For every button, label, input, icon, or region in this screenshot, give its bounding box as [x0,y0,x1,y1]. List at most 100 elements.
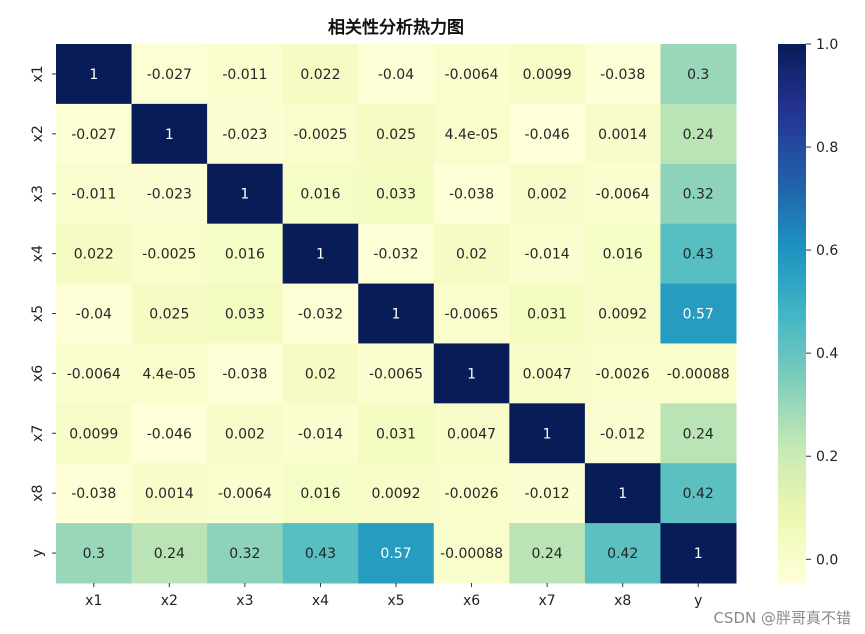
colorbar-segment [778,189,806,193]
cell-annotation: 0.42 [607,546,638,562]
colorbar-segment [778,453,806,457]
cell-annotation: 1 [618,486,627,502]
colorbar-segment [778,440,806,444]
cell-annotation: -0.0064 [596,187,650,203]
heatmap-cell [358,163,435,225]
colorbar-segment [778,211,806,215]
colorbar-segment [778,87,806,91]
cell-annotation: -0.038 [600,67,645,83]
colorbar-segment [778,141,806,145]
colorbar-segment [778,362,806,366]
cell-annotation: 0.57 [683,307,714,323]
heatmap-cell [509,283,586,344]
x-tick-label: x1 [85,593,102,609]
colorbar-segment [778,181,806,185]
cell-annotation: -0.023 [147,187,192,203]
cell-annotation: 0.016 [603,247,643,263]
cell-annotation: -0.00088 [440,546,503,562]
colorbar-segment [778,256,806,261]
colorbar-segment [778,194,806,199]
x-tick-label: x5 [387,593,404,609]
colorbar-segment [778,321,806,325]
y-axis-ticks: x1 x2 x3 x4 x5 x6 x7 x8 y [30,65,56,557]
cell-annotation: 0.016 [225,247,265,263]
cell-annotation: 0.24 [683,426,714,442]
colorbar-segment [778,316,806,320]
colorbar-segment [778,227,806,231]
cell-annotation: 0.0092 [598,307,647,323]
heatmap-cell [56,463,133,524]
x-axis-ticks: x1 x2 x3 x4 x5 x6 x7 x8 y [85,583,702,609]
colorbar-segment [778,340,806,344]
colorbar-segment [778,130,806,134]
cell-annotation: -0.014 [525,247,570,263]
colorbar-segment [778,415,806,420]
heatmap-cell [660,403,737,464]
heatmap-cell [660,44,737,105]
x-tick-label: x7 [539,593,556,609]
colorbar-segment [778,205,806,209]
watermark: CSDN @胖哥真不错 [713,609,851,627]
heatmap-cell [131,343,208,404]
colorbar-segment [778,44,806,48]
cell-annotation: -0.0064 [67,366,121,382]
colorbar-segment [778,512,806,517]
colorbar-segment [778,423,806,428]
colorbar-segment [778,574,806,579]
colorbar: 0.0 0.2 0.4 0.6 0.8 1.0 [778,37,838,584]
heatmap-cell [207,403,284,464]
colorbar-segment [778,157,806,161]
colorbar-segment [778,418,806,422]
colorbar-segment [778,469,806,474]
cell-annotation: 0.022 [300,67,340,83]
colorbar-segment [778,308,806,312]
heatmap-cell [584,463,661,524]
heatmap-cell [56,103,133,165]
heatmap-cell [358,343,435,404]
heatmap-cell [358,283,435,344]
heatmap-cell [358,223,435,285]
colorbar-tick-label: 0.2 [816,449,838,465]
cell-annotation: -0.011 [222,67,267,83]
cell-annotation: -0.032 [373,247,418,263]
cell-annotation: -0.0064 [445,67,499,83]
colorbar-segment [778,434,806,439]
cell-annotation: -0.038 [449,187,494,203]
colorbar-segment [778,60,806,64]
colorbar-segment [778,370,806,374]
colorbar-segment [778,167,806,172]
heatmap-cell [584,44,661,105]
colorbar-segment [778,143,806,148]
colorbar-segment [778,337,806,342]
cell-annotation: -0.038 [71,486,116,502]
cell-annotation: -0.0065 [445,307,499,323]
colorbar-segment [778,62,806,67]
colorbar-segment [778,432,806,436]
colorbar-segment [778,97,806,102]
heatmap-cell [509,223,586,285]
heatmap-cell [509,44,586,105]
heatmap-cell [584,283,661,344]
heatmap-cell [660,463,737,524]
heatmap-cell [509,343,586,404]
heatmap-cell [56,343,133,404]
colorbar-segment [778,176,806,180]
y-tick-label: x4 [30,245,46,262]
colorbar-segment [778,46,806,50]
colorbar-segment [778,413,806,417]
colorbar-segment [778,529,806,533]
colorbar-segment [778,76,806,80]
cell-annotation: 0.0047 [447,426,496,442]
cell-annotation: -0.023 [222,127,267,143]
colorbar-segment [778,281,806,285]
colorbar-segment [778,162,806,166]
cell-annotation: 0.02 [456,247,487,263]
cell-annotation: -0.04 [378,67,414,83]
colorbar-segment [778,52,806,56]
heatmap-cells [56,44,737,584]
cell-annotation: -0.0026 [596,366,650,382]
heatmap-cell [131,163,208,225]
y-tick-label: x2 [30,125,46,142]
colorbar-segment [778,329,806,333]
